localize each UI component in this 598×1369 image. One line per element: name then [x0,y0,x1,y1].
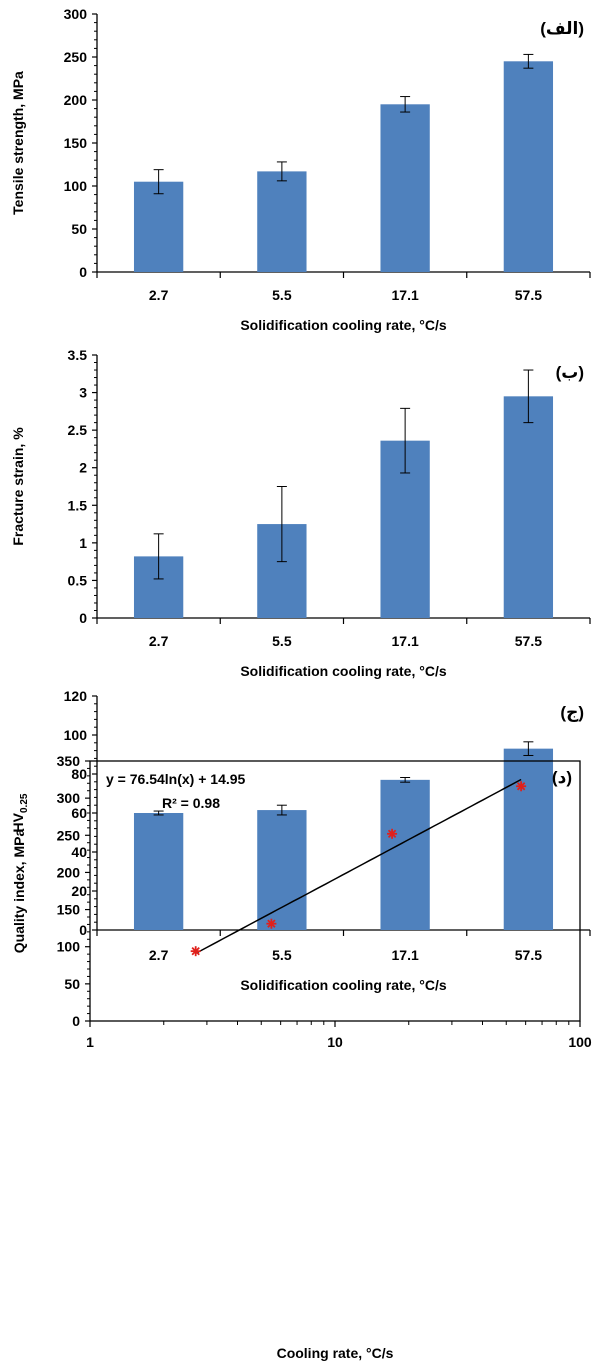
x-category-label: 57.5 [515,947,542,963]
y-tick-label: 0 [72,1013,80,1029]
marker-stroke [516,782,526,791]
bar-57.5 [503,61,554,272]
y-tick-label: 250 [64,49,88,65]
y-tick-label: 100 [64,178,88,194]
bar-2.7 [133,813,184,930]
y-tick-label: 1 [79,535,87,551]
x-category-label: 17.1 [392,947,419,963]
y-tick-label: 50 [64,976,80,992]
y-tick-label: 20 [71,883,87,899]
marker-stroke [267,919,276,928]
chart-4 [85,760,581,1027]
y-tick-label: 100 [64,727,88,743]
bar-57.5 [503,748,554,930]
y-tick-label: 1.5 [68,497,88,513]
y-tick-label: 120 [64,688,88,704]
trendline [195,778,522,955]
x-category-label: 17.1 [392,287,419,303]
y-axis-label: Quality index, MPa [11,829,27,954]
y-tick-label: 2 [79,460,87,476]
x-category-label: 2.7 [149,633,169,649]
y-tick-label: 50 [71,221,87,237]
y-axis-label: Tensile strength, MPa [10,71,26,215]
x-axis-label: Cooling rate, °C/s [277,1345,394,1361]
y-tick-label: 3 [79,385,87,401]
y-tick-label: 250 [57,827,81,843]
y-axis-label: HV0.25 [10,793,30,832]
y-tick-label: 0 [79,922,87,938]
y-axis-label: Fracture strain, % [10,427,26,546]
y-tick-label: 300 [57,790,81,806]
y-tick-label: 40 [71,844,87,860]
bar-57.5 [503,396,554,618]
panel-label: (الف) [540,19,584,38]
x-category-label: 57.5 [515,287,542,303]
y-tick-label: 150 [57,902,81,918]
y-tick-label: 100 [57,939,81,955]
x-category-label: 5.5 [272,947,292,963]
y-tick-label: 0 [79,264,87,280]
y-tick-label: 150 [64,135,88,151]
y-tick-label: 80 [71,766,87,782]
x-category-label: 57.5 [515,633,542,649]
x-category-label: 2.7 [149,287,169,303]
chart-2 [92,354,591,624]
x-category-label: 17.1 [392,633,419,649]
x-category-label: 5.5 [272,633,292,649]
x-tick-label: 1 [86,1034,94,1050]
marker-stroke [387,829,397,838]
panel-label: (ب) [556,363,584,382]
x-tick-label: 10 [327,1034,343,1050]
data-point [516,781,527,792]
y-tick-label: 3.5 [68,347,88,363]
y-tick-label: 350 [57,753,81,769]
panel-label: (ج) [560,703,584,723]
r-squared: R² = 0.98 [162,795,220,811]
chart-3 [92,695,591,936]
y-tick-label: 200 [57,864,81,880]
bar-2.7 [133,181,184,272]
bar-5.5 [257,171,307,272]
bar-17.1 [380,104,430,272]
y-axis-label-main: HV [10,812,26,832]
y-tick-label: 60 [71,805,87,821]
data-point [190,946,201,957]
x-tick-label: 100 [568,1034,592,1050]
data-point [266,918,277,929]
panel-label: (د) [552,768,572,787]
x-axis-label: Solidification cooling rate, °C/s [240,977,447,993]
y-tick-label: 0 [79,610,87,626]
data-point [387,828,398,839]
marker-stroke [191,946,200,956]
chart-1 [92,13,591,278]
y-tick-label: 200 [64,92,88,108]
y-tick-label: 300 [64,6,88,22]
x-category-label: 5.5 [272,287,292,303]
x-category-label: 2.7 [149,947,169,963]
bar-17.1 [380,779,430,930]
y-axis-label-subscript: 0.25 [19,793,30,813]
bar-5.5 [257,810,307,930]
x-axis-label: Solidification cooling rate, °C/s [240,317,447,333]
trendline-equation: y = 76.54ln(x) + 14.95 [106,771,246,787]
x-axis-label: Solidification cooling rate, °C/s [240,663,447,679]
y-tick-label: 2.5 [68,422,88,438]
y-tick-label: 0.5 [68,572,88,588]
